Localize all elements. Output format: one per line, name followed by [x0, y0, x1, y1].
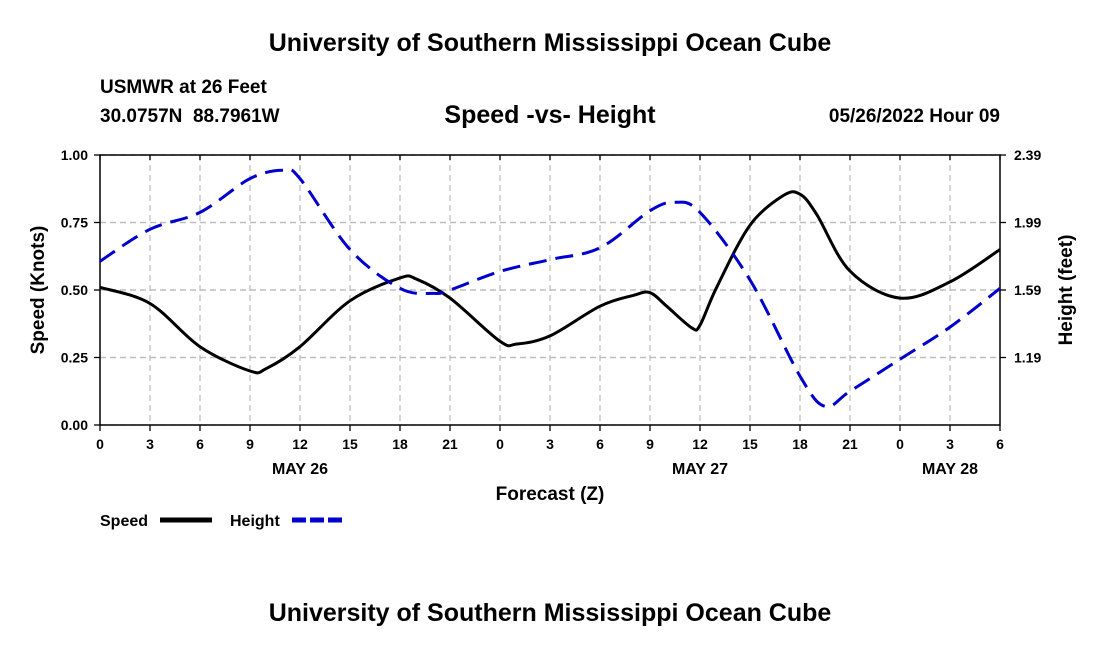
x-date-label: MAY 28	[922, 461, 978, 478]
x-tick-label: 21	[842, 436, 858, 452]
x-tick-label: 12	[692, 436, 708, 452]
x-tick-label: 0	[96, 436, 104, 452]
y2-tick-label: 1.59	[1014, 282, 1041, 298]
x-tick-label: 9	[646, 436, 654, 452]
y2-tick-label: 2.39	[1014, 147, 1041, 163]
y-tick-label: 0.25	[61, 350, 88, 366]
series-line-height	[99, 167, 1001, 409]
station-name: USMWR at 26 Feet	[100, 77, 267, 98]
x-tick-label: 18	[392, 436, 408, 452]
legend-label-speed: Speed	[100, 513, 148, 530]
station-coordinates: 30.0757N 88.7961W	[100, 106, 280, 127]
x-tick-label: 18	[792, 436, 808, 452]
legend-label-height: Height	[230, 513, 280, 530]
x-tick-label: 3	[146, 436, 154, 452]
forecast-datetime: 05/26/2022 Hour 09	[828, 106, 1000, 127]
x-tick-label: 15	[342, 436, 358, 452]
series-line-speed	[99, 190, 1001, 375]
page-title: University of Southern Mississippi Ocean…	[268, 29, 832, 57]
y2-tick-label: 1.19	[1014, 350, 1041, 366]
x-tick-label: 0	[896, 436, 904, 452]
footer-title: University of Southern Mississippi Ocean…	[268, 599, 832, 627]
y-axis-title: Speed (Knots)	[28, 226, 49, 355]
x-tick-label: 6	[196, 436, 204, 452]
x-tick-label: 21	[442, 436, 458, 452]
y-tick-label: 1.00	[61, 147, 88, 163]
y2-axis-title: Height (feet)	[1056, 235, 1077, 346]
x-date-label: MAY 26	[272, 461, 328, 478]
y-tick-label: 0.00	[61, 417, 88, 433]
x-tick-label: 12	[292, 436, 308, 452]
grid-lines	[100, 154, 1000, 426]
x-date-label: MAY 27	[672, 461, 728, 478]
x-tick-label: 6	[596, 436, 604, 452]
x-tick-label: 3	[946, 436, 954, 452]
y-tick-label: 0.50	[61, 282, 88, 298]
x-tick-label: 15	[742, 436, 758, 452]
x-tick-label: 9	[246, 436, 254, 452]
y2-tick-label: 1.99	[1014, 215, 1041, 231]
x-tick-label: 0	[496, 436, 504, 452]
x-tick-label: 6	[996, 436, 1004, 452]
chart-title: Speed -vs- Height	[444, 101, 656, 129]
x-tick-label: 3	[546, 436, 554, 452]
x-axis-title: Forecast (Z)	[496, 484, 605, 505]
y-tick-label: 0.75	[61, 215, 88, 231]
